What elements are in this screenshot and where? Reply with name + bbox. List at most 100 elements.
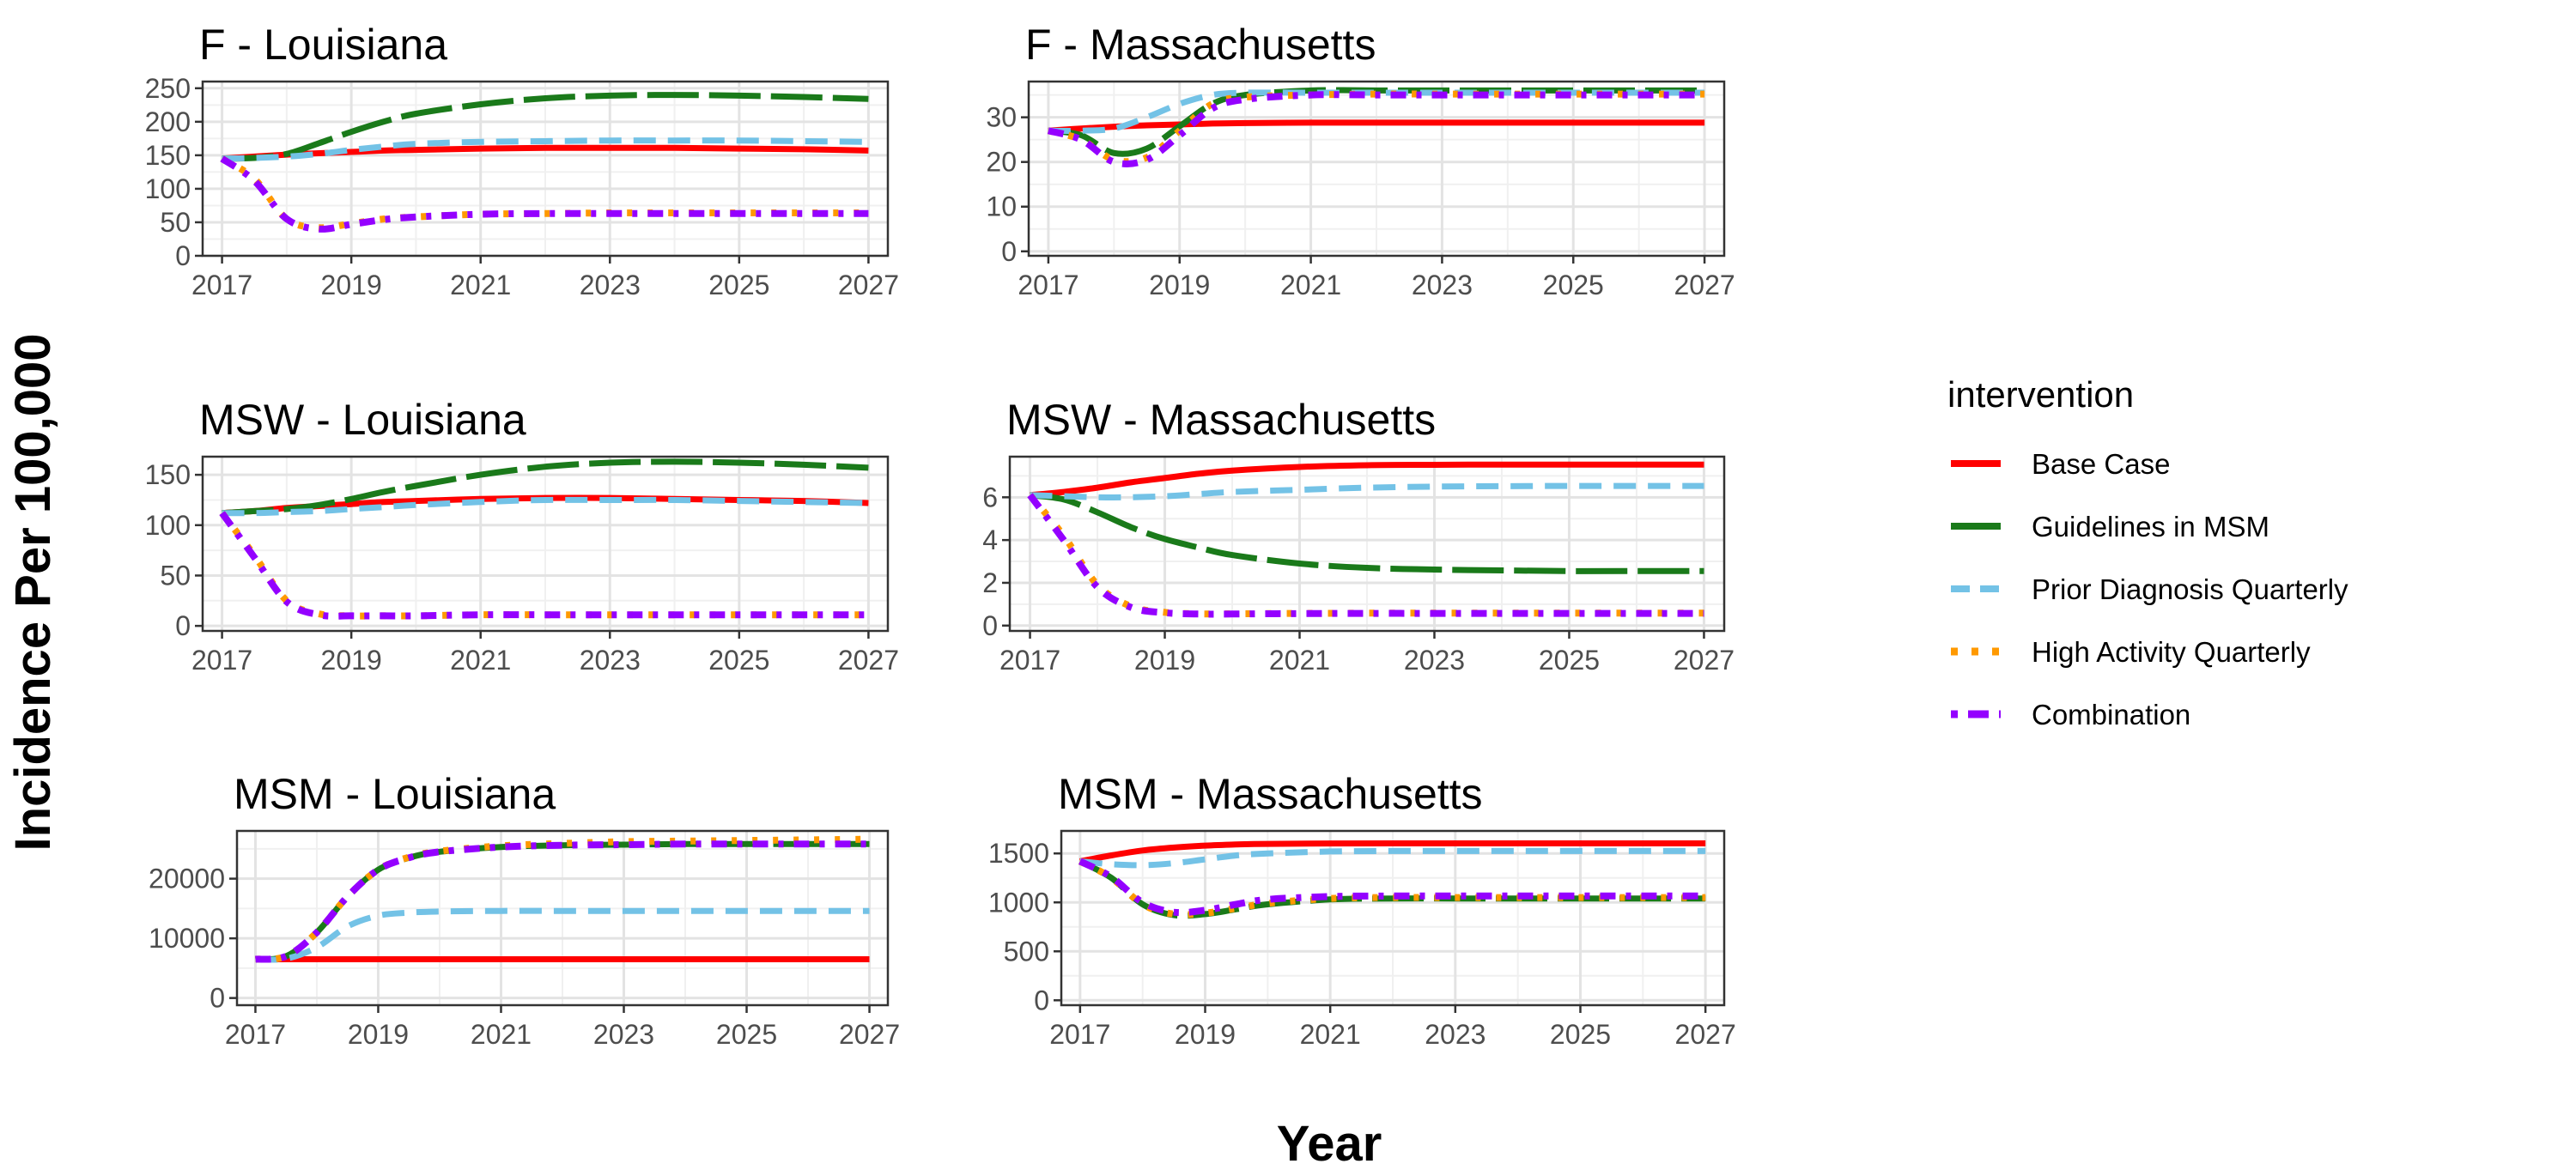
x-tick-label: 2027 (1674, 645, 1735, 676)
legend-label: Combination (2032, 699, 2190, 730)
y-axis: 0 50 100 150 (145, 459, 203, 641)
y-tick-label: 10000 (149, 923, 225, 954)
y-tick-label: 20000 (149, 864, 225, 894)
x-tick-label: 2027 (1675, 1019, 1736, 1050)
y-tick-label: 20 (986, 147, 1017, 178)
y-axis: 0 2 4 6 (982, 482, 1010, 641)
x-tick-label: 2019 (348, 1019, 409, 1050)
legend-item-prior-diagnosis-quarterly: Prior Diagnosis Quarterly (1951, 573, 2348, 605)
series-lines (1047, 87, 1705, 167)
series-line-prior-diagnosis-quarterly (255, 907, 870, 963)
panel-border (201, 80, 890, 258)
series-lines (255, 835, 870, 963)
x-tick-label: 2027 (838, 645, 899, 676)
x-tick-label: 2021 (471, 1019, 532, 1050)
x-tick-label: 2027 (839, 1019, 900, 1050)
series-line-guidelines-in-msm (222, 92, 869, 162)
x-tick-label: 2025 (1539, 645, 1600, 676)
panel-border (201, 455, 890, 633)
x-tick-label: 2021 (1280, 270, 1341, 300)
y-tick-label: 6 (982, 482, 998, 512)
panel-title: F - Massachusetts (1025, 21, 1376, 69)
y-tick-label: 0 (982, 610, 998, 641)
panel-border (1008, 455, 1726, 633)
panel-title: MSW - Louisiana (199, 396, 526, 444)
series-line-base-case (1030, 461, 1704, 499)
y-tick-label: 0 (210, 983, 225, 1014)
y-axis: 0 10 20 30 (986, 102, 1029, 267)
series-line-combination (219, 511, 869, 620)
series-line-combination (1078, 858, 1706, 917)
series-line-prior-diagnosis-quarterly (222, 137, 869, 162)
series-line-base-case (1079, 840, 1706, 864)
x-tick-label: 2023 (1404, 645, 1465, 676)
panel-border (235, 829, 890, 1007)
panel-border (1060, 829, 1726, 1007)
x-axis: 2017 2019 2021 2023 2025 2027 (999, 631, 1735, 676)
y-tick-label: 0 (175, 240, 191, 271)
x-tick-label: 2019 (321, 645, 382, 676)
panel-title: F - Louisiana (199, 21, 447, 69)
series-lines (1078, 840, 1706, 919)
y-tick-label: 150 (145, 459, 191, 490)
series-line-guidelines-in-msm (1030, 492, 1704, 574)
legend-item-base-case: Base Case (1951, 448, 2170, 480)
series-line-prior-diagnosis-quarterly (1048, 89, 1705, 134)
series-line-prior-diagnosis-quarterly (1030, 482, 1704, 500)
x-axis: 2017 2019 2021 2023 2025 2027 (1049, 1005, 1736, 1050)
x-tick-label: 2017 (1049, 1019, 1110, 1050)
panel-f-louisiana: F - Louisiana 2017 2019 2021 2023 2025 2027 050… (145, 21, 899, 300)
legend: intervention Base Case Guidelines in MSM P… (1947, 374, 2348, 730)
x-axis-title: Year (1277, 1116, 1382, 1172)
x-tick-label: 2019 (1134, 645, 1195, 676)
gridlines (203, 82, 888, 258)
x-tick-label: 2017 (191, 270, 252, 300)
x-tick-label: 2023 (1412, 270, 1473, 300)
x-tick-label: 2017 (225, 1019, 286, 1050)
series-line-combination (255, 840, 870, 963)
x-tick-label: 2023 (580, 645, 641, 676)
x-axis: 2017 2019 2021 2023 2025 2027 (191, 256, 899, 300)
y-axis: 0 10000 20000 (149, 864, 237, 1014)
x-tick-label: 2025 (708, 270, 769, 300)
x-tick-label: 2025 (716, 1019, 777, 1050)
y-tick-label: 1500 (988, 838, 1049, 869)
panel-border (1027, 80, 1726, 258)
x-tick-label: 2027 (1674, 270, 1735, 300)
y-tick-label: 500 (1004, 936, 1049, 967)
y-tick-label: 2 (982, 567, 998, 598)
x-tick-label: 2021 (1300, 1019, 1361, 1050)
series-line-combination (1027, 493, 1704, 618)
y-axis: 0 500 1000 1500 (988, 838, 1061, 1015)
legend-title: intervention (1947, 374, 2134, 415)
x-tick-label: 2021 (1269, 645, 1330, 676)
x-axis: 2017 2019 2021 2023 2025 2027 (1018, 256, 1735, 300)
x-axis: 2017 2019 2021 2023 2025 2027 (191, 631, 899, 676)
x-tick-label: 2019 (321, 270, 382, 300)
y-tick-label: 30 (986, 102, 1017, 133)
panel-title: MSM - Massachusetts (1058, 770, 1483, 818)
panel-title: MSM - Louisiana (234, 770, 556, 818)
legend-label: Base Case (2032, 448, 2170, 480)
series-line-combination (220, 155, 869, 233)
series-line-prior-diagnosis-quarterly (222, 496, 869, 517)
x-axis: 2017 2019 2021 2023 2025 2027 (225, 1005, 900, 1050)
gridlines (237, 831, 888, 1005)
series-lines (219, 458, 869, 620)
y-tick-label: 50 (160, 207, 191, 238)
legend-item-guidelines-in-msm: Guidelines in MSM (1951, 511, 2269, 543)
panel-msw-louisiana: MSW - Louisiana 2017 2019 2021 2023 2025 2027 0… (145, 396, 899, 676)
x-tick-label: 2021 (450, 645, 511, 676)
x-tick-label: 2017 (1018, 270, 1078, 300)
legend-label: Prior Diagnosis Quarterly (2032, 573, 2348, 605)
x-tick-label: 2025 (1550, 1019, 1611, 1050)
x-tick-label: 2023 (1425, 1019, 1485, 1050)
y-tick-label: 200 (145, 106, 191, 137)
y-tick-label: 0 (1034, 985, 1049, 1015)
x-tick-label: 2017 (999, 645, 1060, 676)
y-tick-label: 100 (145, 173, 191, 204)
y-tick-label: 50 (160, 560, 191, 591)
